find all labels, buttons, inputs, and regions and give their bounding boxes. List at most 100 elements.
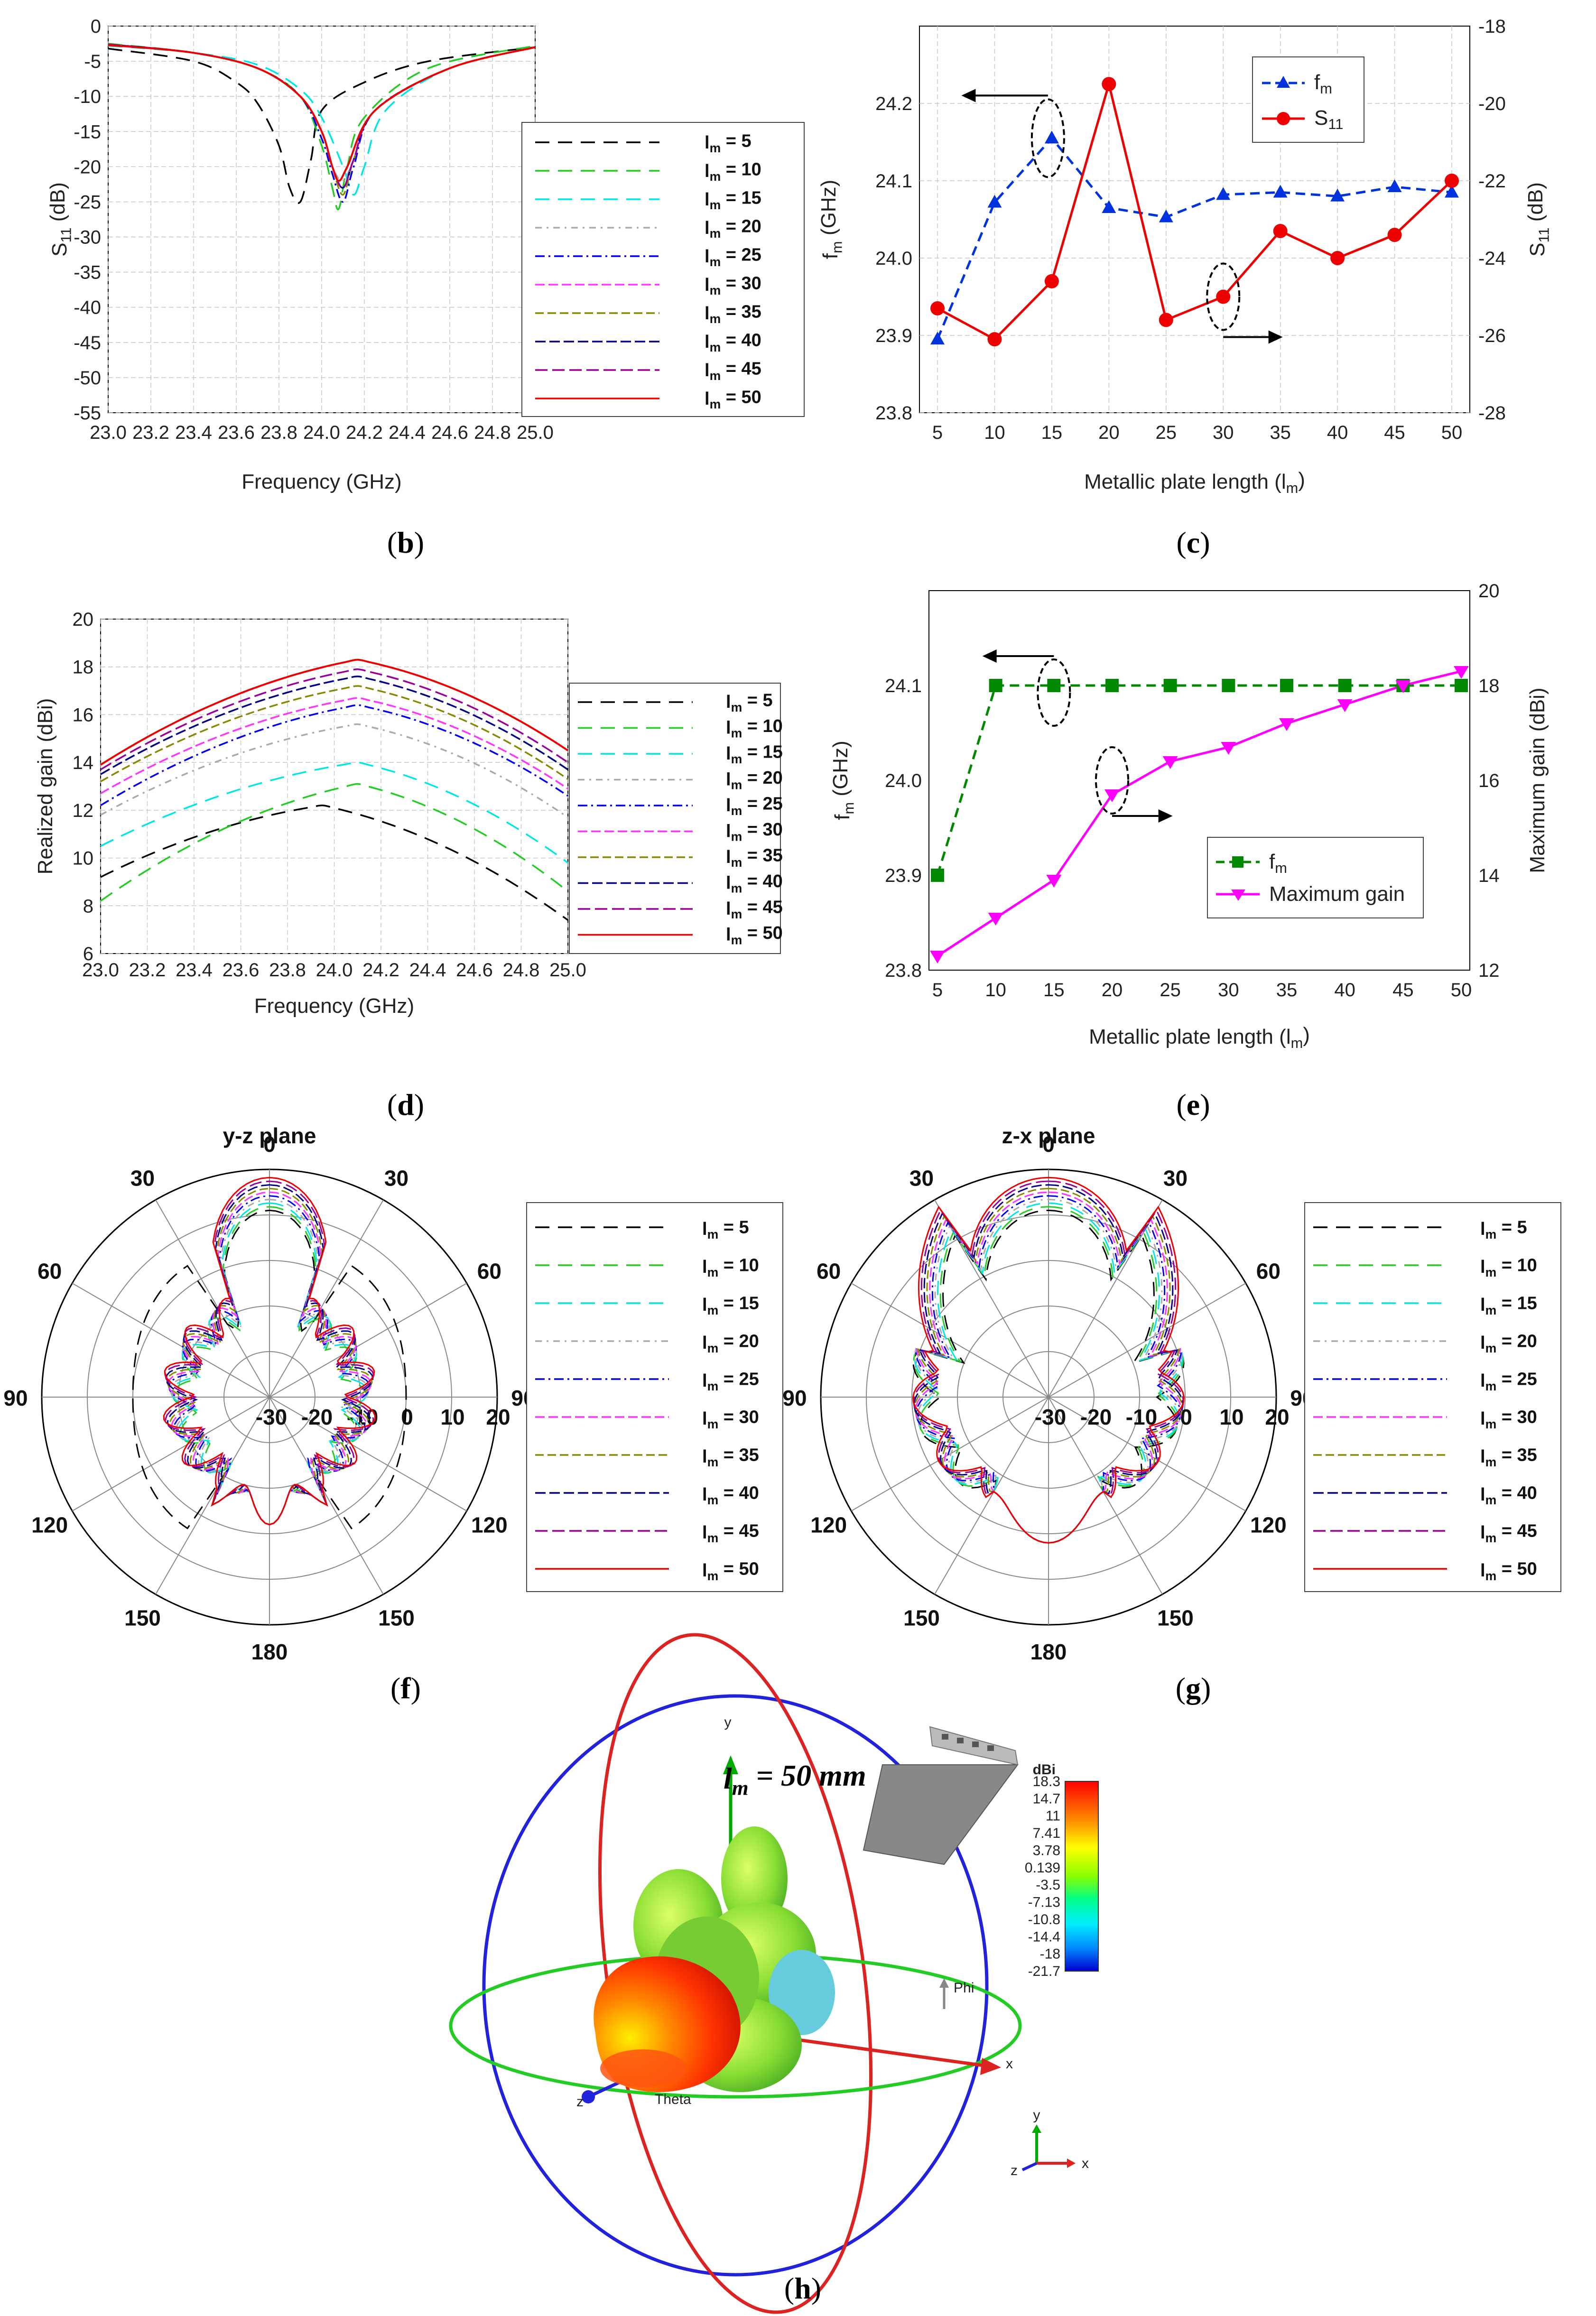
s11-marker [1387, 228, 1402, 242]
legend-label: Maximum gain [1269, 882, 1405, 906]
polar-angle-label: 180 [1030, 1640, 1067, 1664]
y2-tick-label: -26 [1478, 325, 1506, 346]
gain-marker [1104, 789, 1120, 802]
fm-marker [1105, 679, 1119, 692]
s11-marker [1330, 251, 1345, 265]
legend-label: lm = 45 [705, 359, 761, 383]
x-tick-label: 25 [1160, 980, 1181, 1001]
x-tick-label: 30 [1213, 422, 1234, 443]
legend-label: lm = 40 [1480, 1483, 1537, 1507]
fm-line [936, 136, 1452, 340]
legend-label: lm = 30 [1480, 1408, 1537, 1431]
fm-marker [1163, 679, 1177, 692]
legend-label: lm = 35 [1480, 1445, 1537, 1469]
triad-z [1021, 2162, 1038, 2171]
x-tick-label: 23.2 [129, 960, 166, 981]
x-tick-label: 23.4 [175, 422, 212, 443]
annotation-arrowhead [1268, 330, 1283, 344]
y-tick-label: -50 [74, 368, 101, 389]
plot-area [919, 26, 1470, 413]
z-axis-arrowhead [582, 2090, 595, 2103]
polar-angle-label: 150 [1157, 1605, 1194, 1630]
legend-marker [1277, 76, 1290, 88]
legend-label: lm = 20 [705, 217, 761, 241]
polar-angle-label: 0 [1042, 1132, 1055, 1157]
triad-y-head [1032, 2124, 1041, 2133]
triad-x-label: x [1082, 2156, 1089, 2171]
plate-element [957, 1738, 964, 1743]
polar-angle-label: 120 [810, 1513, 847, 1538]
polar-series-10 [163, 1177, 376, 1526]
legend-label: lm = 45 [726, 898, 783, 921]
x-tick-label: 20 [1102, 980, 1123, 1001]
polar-angle-label: 90 [782, 1386, 807, 1410]
series-line-10 [108, 44, 536, 182]
plate-element [942, 1734, 948, 1740]
legend-label: lm = 35 [726, 846, 783, 870]
polar-radial-label: -20 [1080, 1405, 1112, 1429]
y2-tick-label: 14 [1478, 865, 1500, 886]
polar-angle-label: 150 [903, 1605, 940, 1630]
polar-angle-label: 120 [31, 1513, 68, 1538]
plate-element [972, 1742, 979, 1747]
z-label: z [576, 2094, 584, 2110]
colorbar-tick-label: 14.7 [1033, 1791, 1060, 1806]
y2-tick-label: -28 [1478, 403, 1506, 424]
colorbar-tick-label: -14.4 [1028, 1929, 1060, 1945]
legend-label: lm = 40 [726, 871, 783, 895]
colorbar [1065, 1781, 1099, 1972]
fm-marker [1445, 185, 1459, 198]
y-tick-label: 0 [91, 16, 101, 37]
polar-angle-label: 90 [3, 1386, 28, 1410]
polar-radial-label: 20 [1265, 1405, 1289, 1429]
y-axis-label: Realized gain (dBi) [34, 698, 57, 875]
legend-label: lm = 25 [726, 794, 783, 818]
x-tick-label: 25.0 [517, 422, 554, 443]
y-tick-label: 23.9 [875, 325, 912, 346]
fm-marker [1338, 679, 1352, 692]
polar-spoke [851, 1283, 1049, 1398]
annotation-ellipse [1037, 658, 1071, 727]
annotation-ellipse [1095, 746, 1129, 815]
fm-marker [1047, 679, 1061, 692]
polar-spoke [155, 1199, 270, 1398]
annotation-arrowhead [961, 89, 976, 102]
series-line-3 [108, 45, 536, 196]
legend-label: lm = 35 [702, 1445, 759, 1469]
polar-spoke [72, 1397, 270, 1511]
x-tick-label: 23.4 [176, 960, 213, 981]
y-tick-label: -30 [74, 227, 101, 248]
series-line-8 [100, 676, 568, 775]
x-tick-label: 24.2 [346, 422, 383, 443]
y-tick-label: 16 [73, 704, 94, 725]
polar-series-2 [913, 1206, 1184, 1544]
y2-tick-label: -20 [1478, 93, 1506, 114]
y-tick-label: 20 [73, 609, 94, 630]
y-tick-label: 18 [73, 657, 94, 678]
legend-box [521, 122, 805, 417]
gain-marker [1046, 875, 1062, 888]
x-axis-label: Metallic plate length (lm) [1089, 1023, 1310, 1051]
legend-label: lm = 5 [705, 131, 752, 155]
legend-label: lm = 5 [1480, 1218, 1527, 1241]
polar-series-10 [912, 1177, 1185, 1544]
x-tick-label: 23.2 [132, 422, 169, 443]
main-beam-tip [600, 2049, 686, 2087]
series-line-5 [100, 704, 568, 806]
colorbar-tick-label: 11 [1046, 1808, 1060, 1824]
y-tick-label: 23.8 [885, 960, 922, 981]
colorbar-tick-label: -3.5 [1036, 1877, 1060, 1893]
legend-label: lm = 45 [1480, 1521, 1537, 1545]
legend-label: lm = 15 [702, 1294, 759, 1317]
fm-marker [931, 869, 944, 882]
polar-title: y-z plane [223, 1123, 316, 1148]
polar-angle-label: 30 [130, 1166, 155, 1191]
x-tick-label: 10 [984, 422, 1005, 443]
legend-label: fm [1314, 71, 1332, 97]
y-tick-label: 23.9 [885, 865, 922, 886]
legend-label: lm = 30 [726, 820, 783, 843]
series-line-1 [108, 46, 536, 204]
polar-angle-label: 60 [37, 1259, 62, 1284]
x-tick-label: 15 [1041, 422, 1063, 443]
legend-label: S11 [1314, 106, 1343, 132]
